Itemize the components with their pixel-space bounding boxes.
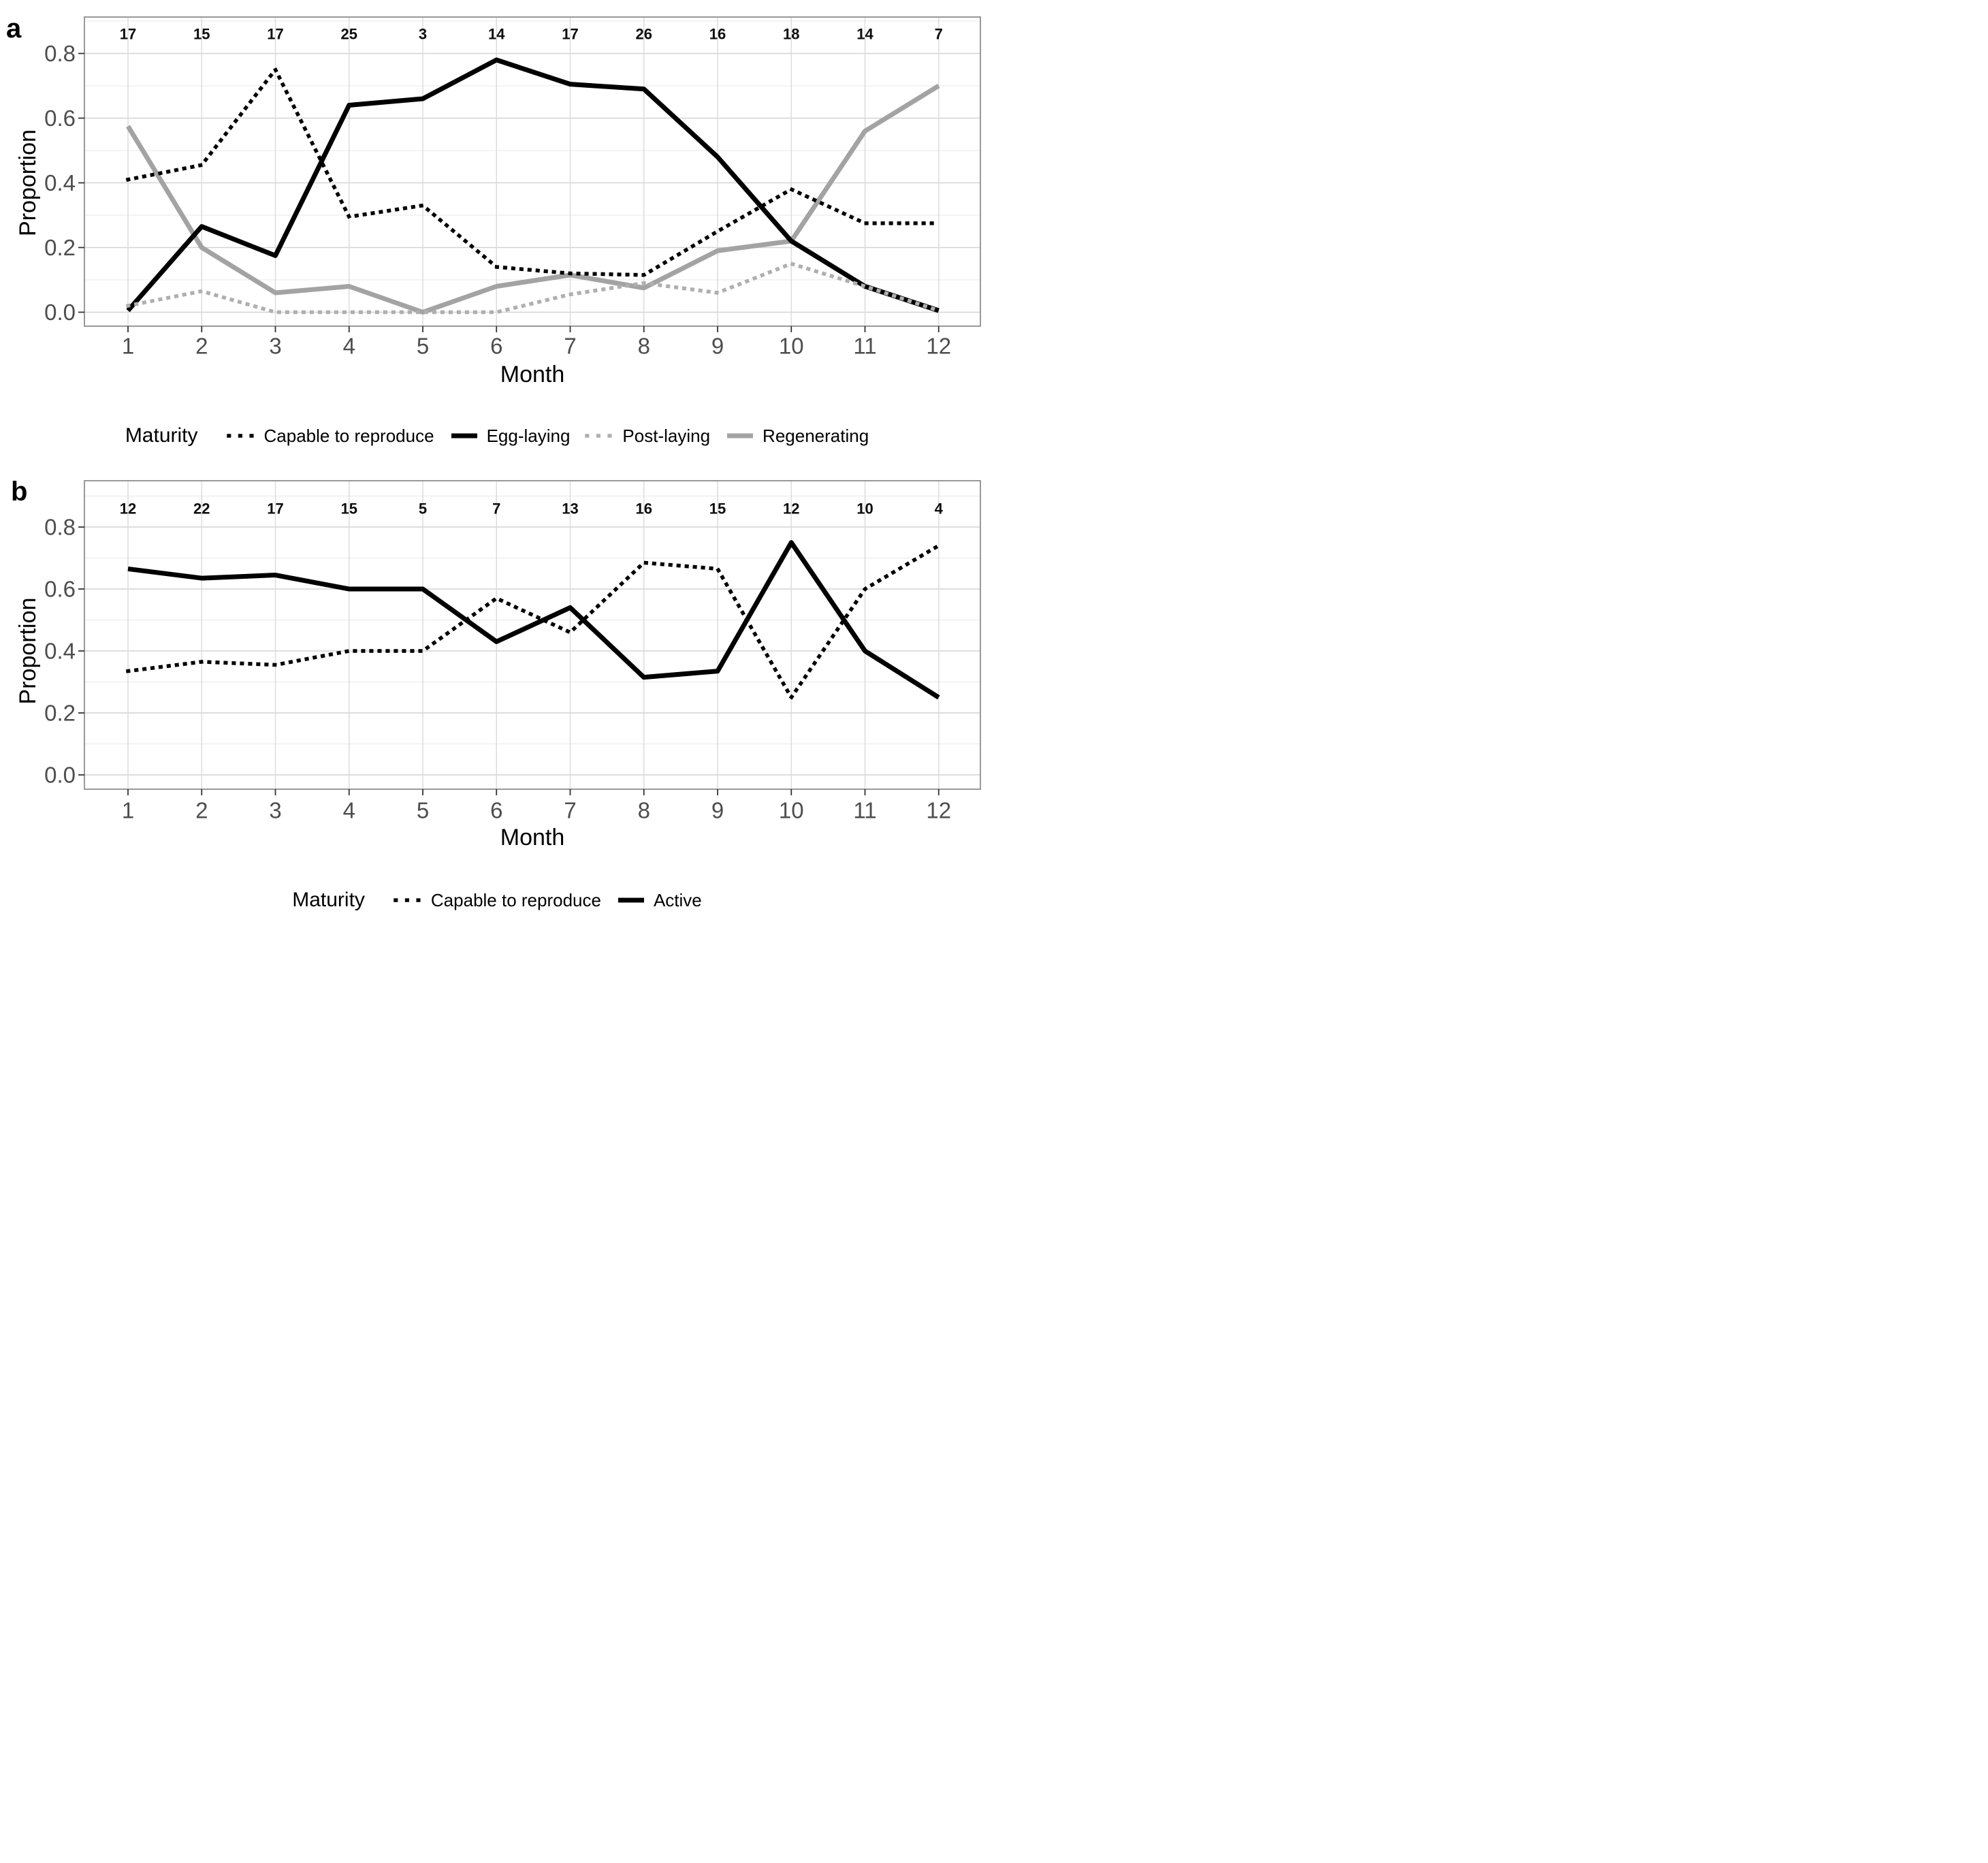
legend-label-active: Active <box>653 889 702 910</box>
y-tick-label: 0.4 <box>44 170 76 195</box>
x-tick-label: 10 <box>779 334 804 359</box>
figure-maturity-proportions: a b 1 2 3 4 5 6 7 8 9 10 11 12 0.0 0.2 0.4 0.6 0.8 17 15 17… <box>0 0 994 932</box>
sample-count-label: 15 <box>341 500 357 517</box>
y-tick-label: 0.4 <box>44 639 76 664</box>
sample-count-label: 12 <box>120 500 136 517</box>
x-tick-label: 2 <box>195 334 208 359</box>
x-tick-label: 10 <box>779 798 804 823</box>
x-tick-label: 6 <box>490 334 502 359</box>
sample-count-label: 18 <box>783 26 799 43</box>
x-tick-label: 9 <box>711 798 724 823</box>
x-tick-label: 12 <box>926 334 951 359</box>
panel-a: 1 2 3 4 5 6 7 8 9 10 11 120.00.20.40.60.817 15 17 25 3 1… <box>15 16 981 387</box>
x-tick-label: 7 <box>564 334 576 359</box>
x-tick-label: 3 <box>269 798 281 823</box>
sample-count-label: 14 <box>488 26 505 43</box>
sample-count-label: 22 <box>193 500 210 517</box>
sample-count-label: 12 <box>783 500 799 517</box>
sample-count-label: 17 <box>267 26 283 43</box>
series-line-active <box>127 540 940 700</box>
sample-count-label: 25 <box>341 26 357 43</box>
y-axis-title: Proportion <box>15 598 41 705</box>
panel-border <box>84 16 981 327</box>
legend-panel-a: Maturity Capable to reproduce Egg-laying Po… <box>0 421 994 451</box>
legend-label-egg-laying: Egg-laying <box>486 425 571 446</box>
sample-count-label: 17 <box>267 500 283 517</box>
series-line-egg-laying <box>126 57 940 313</box>
y-tick-label: 0.8 <box>44 515 76 540</box>
y-tick-label: 0.2 <box>44 235 76 260</box>
panel-b: 1 2 3 4 5 6 7 8 9 10 11 120.00.20.40.60.812 22 17 15 5 7… <box>15 480 981 850</box>
solid-line-key-icon <box>727 433 754 439</box>
sample-count-label: 13 <box>562 500 578 517</box>
panel-b-letter: b <box>11 477 28 507</box>
sample-count-label: 10 <box>856 500 873 517</box>
x-tick-label: 12 <box>926 798 951 823</box>
line-charts-canvas: 1 2 3 4 5 6 7 8 9 10 11 120.00.20.40.60.817 15 17 25 3 1… <box>15 16 981 850</box>
sample-count-label: 5 <box>419 500 427 517</box>
x-tick-label: 8 <box>638 798 650 823</box>
series-line-post-laying <box>125 261 942 315</box>
legend-item-capable-to-reproduce: Capable to reproduce <box>212 426 434 447</box>
legend-label-post-laying: Post-laying <box>622 425 711 446</box>
x-tick-label: 1 <box>122 334 134 359</box>
x-axis-title: Month <box>500 362 565 387</box>
legend-label-regenerating: Regenerating <box>763 425 869 446</box>
x-tick-label: 11 <box>853 798 876 823</box>
x-tick-label: 2 <box>195 798 208 823</box>
sample-count-label: 3 <box>419 26 427 43</box>
x-tick-label: 9 <box>711 334 724 359</box>
x-tick-label: 5 <box>417 798 429 823</box>
legend-title: Maturity <box>125 424 198 447</box>
legend-item-capable-to-reproduce: Capable to reproduce <box>379 890 601 911</box>
y-axis-title: Proportion <box>15 129 41 236</box>
legend-item-post-laying: Post-laying <box>570 426 710 447</box>
dotted-line-key-icon <box>394 898 423 902</box>
y-tick-label: 0.6 <box>44 106 76 131</box>
series-line-regenerating <box>126 84 940 315</box>
sample-count-label: 15 <box>709 500 726 517</box>
legend-panel-b: Maturity Capable to reproduce Active <box>0 885 994 915</box>
sample-count-label: 17 <box>562 26 578 43</box>
sample-count-label: 16 <box>709 26 726 43</box>
x-tick-label: 4 <box>343 334 355 359</box>
solid-line-key-icon <box>618 897 644 903</box>
x-tick-label: 3 <box>269 334 281 359</box>
x-tick-label: 4 <box>343 798 355 823</box>
sample-count-label: 4 <box>935 500 944 517</box>
legend-label-capable-to-reproduce: Capable to reproduce <box>263 425 434 446</box>
dotted-line-key-icon <box>585 434 615 438</box>
x-axis-title: Month <box>500 825 565 850</box>
legend-item-egg-laying: Egg-laying <box>434 425 571 447</box>
x-tick-label: 7 <box>564 798 576 823</box>
y-tick-label: 0.2 <box>44 701 76 726</box>
legend-item-active: Active <box>601 890 702 911</box>
dotted-line-key-icon <box>226 434 257 438</box>
x-tick-label: 6 <box>490 798 502 823</box>
sample-count-label: 17 <box>120 26 136 43</box>
y-tick-label: 0.6 <box>44 577 76 602</box>
y-tick-label: 0.0 <box>44 300 76 325</box>
x-tick-label: 8 <box>638 334 650 359</box>
sample-count-label: 16 <box>636 500 652 517</box>
sample-count-label: 7 <box>935 26 943 43</box>
x-tick-label: 5 <box>417 334 429 359</box>
sample-count-label: 26 <box>636 26 652 43</box>
solid-line-key-icon <box>451 433 477 439</box>
sample-count-label: 14 <box>856 26 873 43</box>
sample-count-label: 7 <box>492 500 500 517</box>
legend-title: Maturity <box>292 889 365 911</box>
series-line-capable-to-reproduce <box>125 543 942 699</box>
x-tick-label: 11 <box>853 334 876 359</box>
y-tick-label: 0.8 <box>44 41 76 66</box>
x-tick-label: 1 <box>122 798 134 823</box>
y-tick-label: 0.0 <box>44 763 76 788</box>
legend-label-capable-to-reproduce: Capable to reproduce <box>430 889 601 910</box>
panel-border <box>84 480 981 790</box>
legend-item-regenerating: Regenerating <box>710 426 869 447</box>
panel-a-letter: a <box>6 14 22 44</box>
sample-count-label: 15 <box>193 26 210 43</box>
